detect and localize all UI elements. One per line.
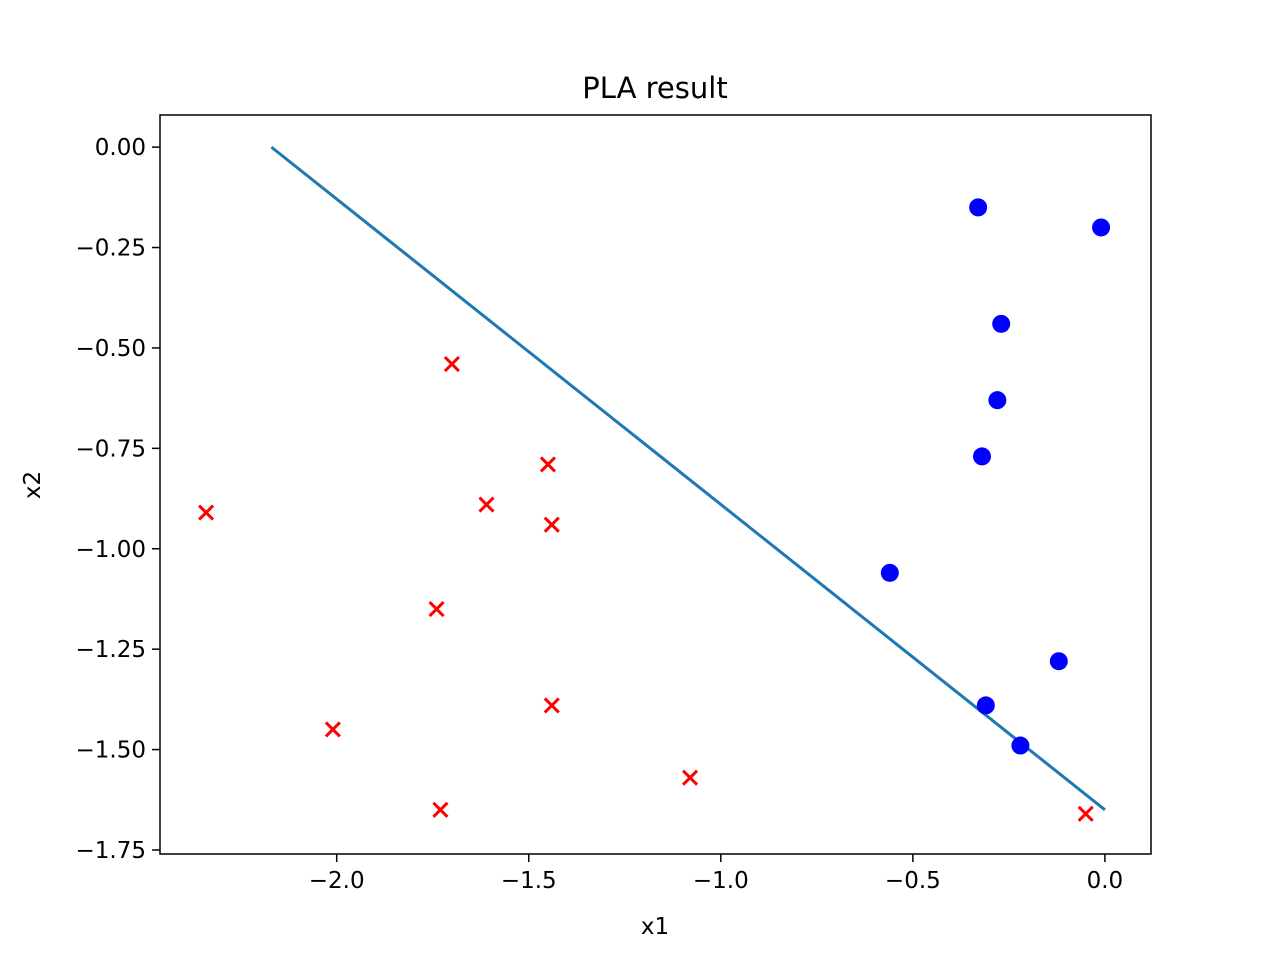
x-axis: −2.0 −1.5 −1.0 −0.5 0.0 (309, 854, 1123, 894)
data-point-circle (1049, 652, 1068, 671)
y-tick-label: −0.75 (76, 436, 146, 462)
data-point-x (478, 496, 495, 513)
data-point-circle (988, 391, 1007, 410)
data-point-circle (1092, 218, 1111, 237)
data-point-circle (1011, 736, 1030, 755)
plot-area (198, 145, 1111, 822)
data-point-x (543, 516, 560, 533)
y-tick-label: −1.00 (76, 537, 146, 563)
x-tick-label: −0.5 (885, 868, 941, 894)
y-tick-label: −1.50 (76, 738, 146, 764)
data-point-circle (992, 314, 1011, 333)
data-point-circle (969, 198, 988, 217)
data-point-circle (880, 563, 899, 582)
data-point-x (428, 600, 445, 618)
y-tick-label: −1.75 (76, 838, 146, 864)
y-tick-label: −0.50 (76, 336, 146, 362)
y-tick-label: −1.25 (76, 637, 146, 663)
data-point-x (443, 355, 460, 373)
x-tick-label: 0.0 (1087, 868, 1124, 894)
data-point-x (539, 456, 557, 473)
data-point-x (324, 721, 341, 738)
data-point-x (1077, 805, 1094, 822)
x-tick-label: −1.5 (501, 868, 557, 894)
x-tick-label: −2.0 (309, 868, 365, 894)
x-axis-label: x1 (641, 914, 669, 940)
data-point-circle (972, 447, 991, 466)
data-point-x (543, 697, 560, 714)
y-axis-label: x2 (20, 471, 46, 499)
data-point-circle (976, 696, 995, 715)
data-point-x (682, 769, 699, 786)
data-point-x (198, 504, 215, 521)
data-point-x (432, 801, 449, 818)
y-tick-label: 0.00 (95, 135, 146, 161)
plot-frame (159, 114, 1152, 855)
y-axis: 0.00 −0.25 −0.50 −0.75 −1.00 −1.25 −1.50 −1.75 (76, 135, 160, 864)
x-tick-label: −1.0 (693, 868, 749, 894)
y-tick-label: −0.25 (76, 236, 146, 262)
chart-title: PLA result (582, 71, 727, 105)
decision-boundary-line (270, 145, 1106, 811)
